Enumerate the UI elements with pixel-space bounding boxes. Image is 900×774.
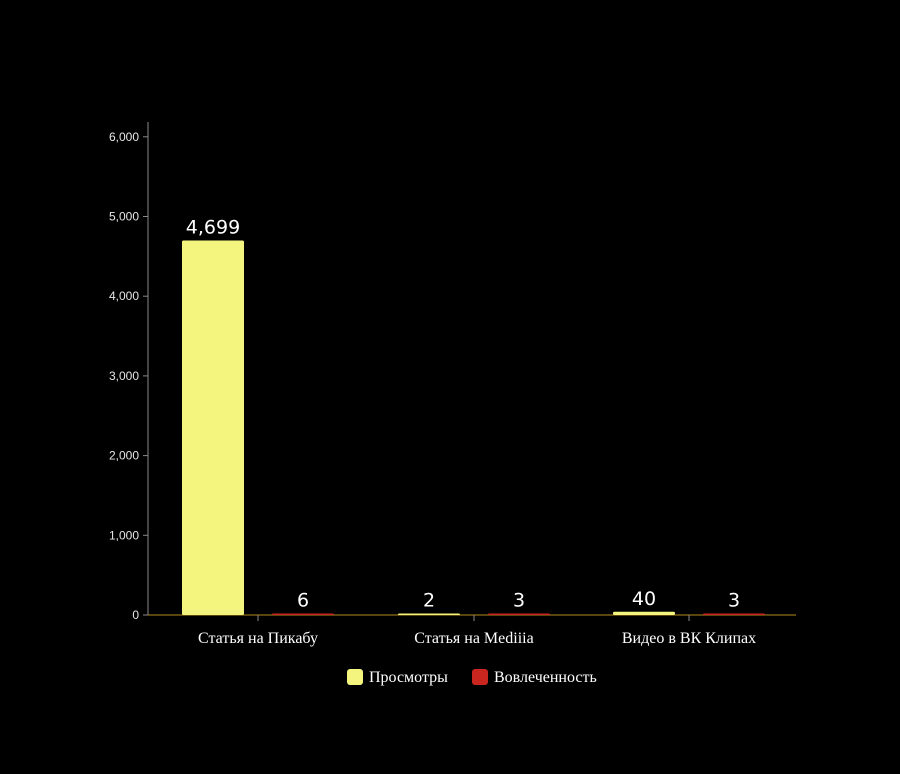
x-axis: Статья на Пикабу Статья на Mediiia Видео в… — [148, 614, 796, 647]
y-tick-label: 5,000 — [109, 210, 139, 224]
legend-label: Вовлеченность — [494, 669, 597, 686]
data-labels: 4,699 2 40 6 3 3 — [186, 216, 740, 611]
data-label: 4,699 — [186, 216, 240, 238]
y-axis: 0 1,000 2,000 3,000 4,000 5,000 6,000 — [109, 122, 149, 622]
bar-engagement — [272, 613, 334, 615]
y-tick-label: 1,000 — [109, 528, 139, 542]
data-label: 3 — [728, 590, 740, 612]
bar-engagement — [488, 613, 550, 615]
x-category-label: Видео в ВК Клипах — [622, 630, 756, 647]
y-tick-label: 0 — [132, 608, 139, 622]
bars — [182, 240, 765, 616]
x-category-label: Статья на Пикабу — [198, 630, 318, 647]
legend: Просмотры Вовлеченность — [347, 669, 597, 686]
x-category-label: Статья на Mediiia — [414, 630, 533, 647]
legend-swatch — [347, 669, 363, 685]
y-tick-label: 3,000 — [109, 369, 139, 383]
legend-label: Просмотры — [369, 669, 448, 686]
data-label: 2 — [423, 590, 435, 612]
data-label: 40 — [632, 588, 656, 610]
y-tick-label: 2,000 — [109, 449, 139, 463]
data-label: 6 — [297, 590, 309, 612]
bar-views — [398, 613, 460, 615]
data-label: 3 — [513, 590, 525, 612]
bar-views — [613, 611, 675, 615]
y-tick-label: 6,000 — [109, 130, 139, 144]
bar-views — [182, 240, 244, 616]
y-tick-label: 4,000 — [109, 289, 139, 303]
bar-engagement — [703, 613, 765, 615]
legend-swatch — [472, 669, 488, 685]
